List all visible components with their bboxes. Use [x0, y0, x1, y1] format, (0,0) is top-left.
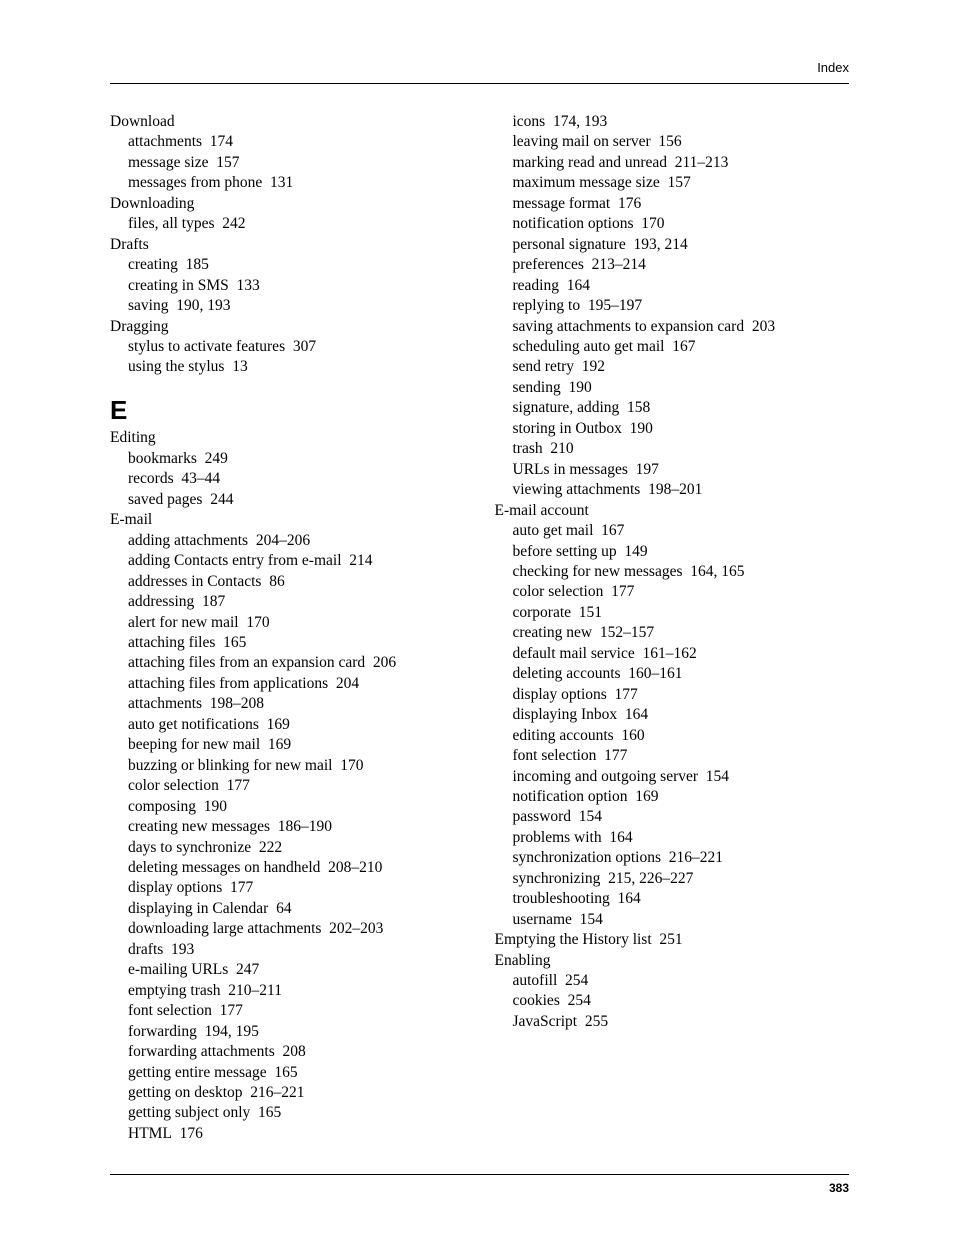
index-subentry: checking for new messages 164, 165 [495, 562, 850, 582]
index-subentry: synchronizing 215, 226–227 [495, 869, 850, 889]
index-subentry: font selection 177 [110, 1001, 465, 1021]
index-subentry: synchronization options 216–221 [495, 848, 850, 868]
index-subentry: getting on desktop 216–221 [110, 1083, 465, 1103]
index-topic: Dragging [110, 317, 465, 337]
index-subentry: default mail service 161–162 [495, 644, 850, 664]
index-subentry: display options 177 [495, 685, 850, 705]
index-subentry: send retry 192 [495, 357, 850, 377]
index-topic: Downloading [110, 194, 465, 214]
index-subentry: buzzing or blinking for new mail 170 [110, 756, 465, 776]
index-subentry: attachments 174 [110, 132, 465, 152]
index-columns: Downloadattachments 174message size 157m… [110, 112, 849, 1152]
index-section-letter: E [110, 396, 465, 425]
index-subentry: getting entire message 165 [110, 1063, 465, 1083]
index-subentry: personal signature 193, 214 [495, 235, 850, 255]
index-subentry: cookies 254 [495, 991, 850, 1011]
index-subentry: message format 176 [495, 194, 850, 214]
index-subentry: troubleshooting 164 [495, 889, 850, 909]
index-subentry: using the stylus 13 [110, 357, 465, 377]
index-subentry: incoming and outgoing server 154 [495, 767, 850, 787]
index-subentry: adding attachments 204–206 [110, 531, 465, 551]
index-subentry: reading 164 [495, 276, 850, 296]
index-subentry: scheduling auto get mail 167 [495, 337, 850, 357]
index-subentry: addresses in Contacts 86 [110, 572, 465, 592]
index-subentry: alert for new mail 170 [110, 613, 465, 633]
index-subentry: username 154 [495, 910, 850, 930]
index-subentry: displaying in Calendar 64 [110, 899, 465, 919]
page-number: 383 [829, 1181, 849, 1195]
index-subentry: creating 185 [110, 255, 465, 275]
index-subentry: password 154 [495, 807, 850, 827]
index-subentry: message size 157 [110, 153, 465, 173]
index-subentry: JavaScript 255 [495, 1012, 850, 1032]
index-subentry: beeping for new mail 169 [110, 735, 465, 755]
index-subentry: deleting accounts 160–161 [495, 664, 850, 684]
index-subentry: addressing 187 [110, 592, 465, 612]
index-subentry: corporate 151 [495, 603, 850, 623]
index-subentry: trash 210 [495, 439, 850, 459]
index-subentry: files, all types 242 [110, 214, 465, 234]
index-topic: E-mail [110, 510, 465, 530]
index-subentry: notification options 170 [495, 214, 850, 234]
index-topic: Drafts [110, 235, 465, 255]
index-subentry: autofill 254 [495, 971, 850, 991]
index-subentry: forwarding attachments 208 [110, 1042, 465, 1062]
index-subentry: stylus to activate features 307 [110, 337, 465, 357]
index-topic: Enabling [495, 951, 850, 971]
index-subentry: creating in SMS 133 [110, 276, 465, 296]
index-topic: Editing [110, 428, 465, 448]
index-subentry: composing 190 [110, 797, 465, 817]
index-subentry: notification option 169 [495, 787, 850, 807]
index-subentry: marking read and unread 211–213 [495, 153, 850, 173]
index-subentry: saving attachments to expansion card 203 [495, 317, 850, 337]
index-subentry: displaying Inbox 164 [495, 705, 850, 725]
index-subentry: saving 190, 193 [110, 296, 465, 316]
index-subentry: auto get mail 167 [495, 521, 850, 541]
index-subentry: days to synchronize 222 [110, 838, 465, 858]
index-subentry: sending 190 [495, 378, 850, 398]
index-subentry: replying to 195–197 [495, 296, 850, 316]
index-subentry: messages from phone 131 [110, 173, 465, 193]
index-subentry: creating new messages 186–190 [110, 817, 465, 837]
index-subentry: icons 174, 193 [495, 112, 850, 132]
index-subentry: HTML 176 [110, 1124, 465, 1144]
index-subentry: forwarding 194, 195 [110, 1022, 465, 1042]
index-subentry: saved pages 244 [110, 490, 465, 510]
index-subentry: leaving mail on server 156 [495, 132, 850, 152]
index-subentry: attachments 198–208 [110, 694, 465, 714]
index-subentry: font selection 177 [495, 746, 850, 766]
index-subentry: drafts 193 [110, 940, 465, 960]
index-subentry: downloading large attachments 202–203 [110, 919, 465, 939]
index-subentry: attaching files from an expansion card 2… [110, 653, 465, 673]
index-subentry: emptying trash 210–211 [110, 981, 465, 1001]
index-subentry: getting subject only 165 [110, 1103, 465, 1123]
index-subentry: signature, adding 158 [495, 398, 850, 418]
index-topic: Download [110, 112, 465, 132]
header-section-label: Index [110, 60, 849, 84]
index-subentry: attaching files from applications 204 [110, 674, 465, 694]
index-subentry: adding Contacts entry from e-mail 214 [110, 551, 465, 571]
index-subentry: records 43–44 [110, 469, 465, 489]
index-subentry: creating new 152–157 [495, 623, 850, 643]
index-subentry: problems with 164 [495, 828, 850, 848]
index-topic: Emptying the History list 251 [495, 930, 850, 950]
index-subentry: color selection 177 [495, 582, 850, 602]
index-topic: E-mail account [495, 501, 850, 521]
index-subentry: storing in Outbox 190 [495, 419, 850, 439]
index-subentry: before setting up 149 [495, 542, 850, 562]
index-subentry: URLs in messages 197 [495, 460, 850, 480]
index-subentry: auto get notifications 169 [110, 715, 465, 735]
index-subentry: bookmarks 249 [110, 449, 465, 469]
index-subentry: attaching files 165 [110, 633, 465, 653]
index-subentry: color selection 177 [110, 776, 465, 796]
index-subentry: e-mailing URLs 247 [110, 960, 465, 980]
footer: 383 [110, 1174, 849, 1195]
index-subentry: preferences 213–214 [495, 255, 850, 275]
index-subentry: viewing attachments 198–201 [495, 480, 850, 500]
index-subentry: editing accounts 160 [495, 726, 850, 746]
index-subentry: maximum message size 157 [495, 173, 850, 193]
index-subentry: display options 177 [110, 878, 465, 898]
index-subentry: deleting messages on handheld 208–210 [110, 858, 465, 878]
